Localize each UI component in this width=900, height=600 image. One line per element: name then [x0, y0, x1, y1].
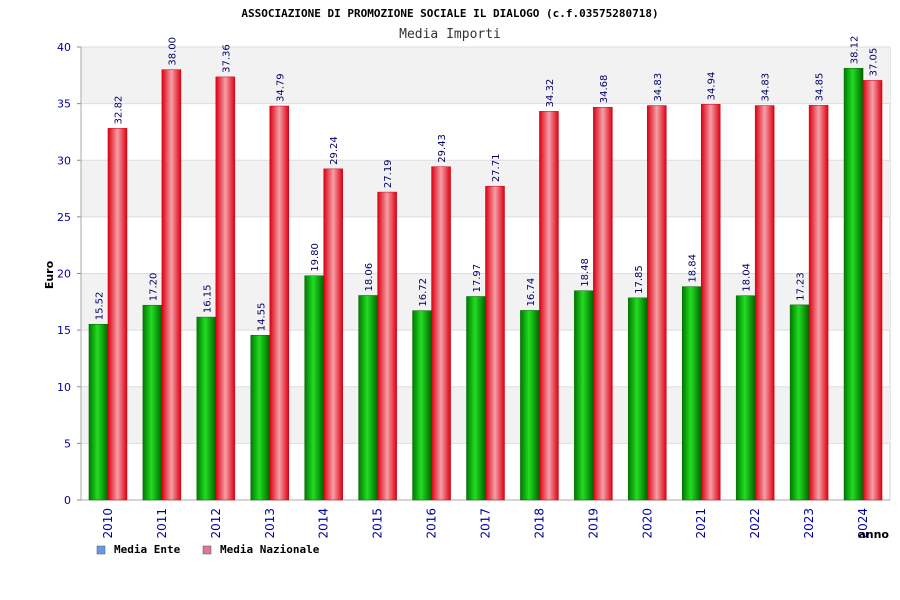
x-tick-label-2019: 2019 — [586, 508, 600, 539]
x-tick-label-2024: 2024 — [856, 508, 870, 539]
y-tick-label: 0 — [64, 494, 71, 507]
y-tick-label: 40 — [57, 41, 71, 54]
data-label-media-nazionale-2023: 34.85 — [815, 73, 826, 102]
data-label-media-ente-2020: 17.85 — [634, 265, 645, 294]
data-label-media-nazionale-2016: 29.43 — [437, 134, 448, 163]
data-label-media-nazionale-2021: 34.94 — [707, 72, 718, 101]
data-label-media-ente-2024: 38.12 — [850, 36, 861, 65]
x-tick-label-2010: 2010 — [101, 508, 115, 539]
y-tick-label: 5 — [64, 437, 71, 450]
bar-media-ente-2024 — [843, 68, 864, 501]
y-tick-label: 10 — [57, 381, 71, 394]
y-axis-ticks: 0 5 10 15 20 25 30 35 40 — [57, 41, 71, 507]
data-label-media-ente-2018: 16.74 — [526, 278, 537, 307]
bar-media-ente-2011 — [142, 304, 163, 501]
x-tick-label-2017: 2017 — [479, 508, 493, 539]
bar-media-ente-2018 — [520, 310, 540, 501]
bar-media-nazionale-2023 — [808, 105, 829, 501]
x-tick-label-2015: 2015 — [371, 508, 385, 539]
data-label-media-nazionale-2014: 29.24 — [329, 136, 340, 165]
data-label-media-ente-2013: 14.55 — [256, 303, 267, 332]
bar-media-ente-2019 — [574, 290, 594, 501]
x-tick-label-2012: 2012 — [209, 508, 223, 539]
data-label-media-ente-2012: 16.15 — [202, 284, 213, 313]
x-axis-label: anno — [858, 528, 889, 541]
data-label-media-ente-2017: 17.97 — [472, 264, 483, 293]
bar-media-nazionale-2013 — [269, 105, 290, 501]
chart-subtitle: Media Importi — [399, 27, 501, 42]
data-label-media-ente-2019: 18.48 — [580, 258, 591, 287]
x-tick-label-2018: 2018 — [532, 508, 546, 539]
data-label-media-nazionale-2017: 27.71 — [491, 154, 502, 183]
bar-media-ente-2010 — [88, 323, 109, 501]
bar-media-nazionale-2016 — [431, 166, 451, 501]
x-tick-label-2014: 2014 — [317, 508, 331, 539]
data-label-media-nazionale-2019: 34.68 — [599, 75, 610, 104]
data-label-media-nazionale-2013: 34.79 — [275, 73, 286, 102]
legend-label-media-ente: Media Ente — [114, 543, 181, 556]
data-label-media-ente-2022: 18.04 — [742, 263, 753, 292]
bar-media-nazionale-2018 — [539, 111, 559, 501]
data-label-media-nazionale-2010: 32.82 — [113, 96, 124, 125]
data-label-media-nazionale-2024: 37.05 — [869, 48, 880, 77]
bar-media-nazionale-2022 — [754, 105, 775, 501]
bars — [88, 68, 883, 501]
bar-media-ente-2013 — [250, 334, 271, 501]
legend-swatch-media-nazionale — [202, 545, 212, 555]
x-tick-label-2022: 2022 — [748, 508, 762, 539]
bar-media-ente-2012 — [196, 316, 217, 501]
data-label-media-ente-2021: 18.84 — [688, 254, 699, 283]
data-label-media-nazionale-2020: 34.83 — [653, 73, 664, 102]
bar-media-ente-2023 — [789, 304, 810, 501]
bar-media-nazionale-2020 — [647, 105, 667, 501]
legend-swatch-media-ente — [96, 545, 106, 555]
bar-media-nazionale-2012 — [215, 76, 236, 501]
data-label-media-nazionale-2011: 38.00 — [167, 37, 178, 66]
x-tick-label-2013: 2013 — [263, 508, 277, 539]
chart-title: ASSOCIAZIONE DI PROMOZIONE SOCIALE IL DI… — [241, 7, 658, 20]
legend-label-media-nazionale: Media Nazionale — [220, 543, 320, 556]
bar-media-ente-2015 — [358, 295, 378, 501]
y-axis-label: Euro — [43, 260, 56, 289]
bar-media-nazionale-2024 — [862, 80, 883, 501]
data-labels: 15.52 32.82 17.20 38.00 16.15 37.36 14.55 34.79… — [94, 36, 879, 332]
bar-media-nazionale-2011 — [161, 69, 182, 501]
bar-media-ente-2022 — [735, 295, 756, 501]
bar-media-nazionale-2014 — [323, 168, 343, 501]
data-label-media-ente-2015: 18.06 — [364, 263, 375, 292]
data-label-media-ente-2011: 17.20 — [148, 273, 159, 302]
data-label-media-nazionale-2012: 37.36 — [221, 44, 232, 73]
bar-media-ente-2014 — [304, 275, 324, 501]
y-tick-label: 20 — [57, 268, 71, 281]
data-label-media-ente-2014: 19.80 — [310, 243, 321, 272]
legend: Media Ente Media Nazionale — [96, 543, 320, 556]
data-label-media-nazionale-2022: 34.83 — [761, 73, 772, 102]
bar-media-ente-2016 — [412, 310, 432, 501]
bar-media-nazionale-2017 — [485, 185, 505, 501]
bar-media-ente-2020 — [628, 297, 648, 501]
data-label-media-nazionale-2015: 27.19 — [383, 159, 394, 188]
y-tick-label: 25 — [57, 211, 71, 224]
data-label-media-ente-2010: 15.52 — [94, 292, 105, 321]
bar-media-nazionale-2010 — [107, 128, 128, 501]
bar-media-nazionale-2021 — [700, 104, 721, 501]
bar-media-ente-2017 — [466, 296, 486, 501]
bar-media-ente-2021 — [681, 286, 702, 501]
x-tick-label-2023: 2023 — [802, 508, 816, 539]
y-tick-label: 35 — [57, 98, 71, 111]
x-tick-label-2020: 2020 — [640, 508, 654, 539]
x-tick-label-2011: 2011 — [155, 508, 169, 539]
data-label-media-ente-2016: 16.72 — [418, 278, 429, 307]
bar-media-nazionale-2019 — [593, 106, 613, 501]
data-label-media-ente-2023: 17.23 — [796, 272, 807, 301]
x-tick-label-2016: 2016 — [425, 508, 439, 539]
y-tick-label: 15 — [57, 324, 71, 337]
bar-media-nazionale-2015 — [377, 191, 397, 501]
x-tick-label-2021: 2021 — [694, 508, 708, 539]
x-axis-ticks: 2010 2011 2012 2013 2014 2015 2016 2017 2018 2019… — [101, 508, 870, 539]
y-tick-label: 30 — [57, 154, 71, 167]
data-label-media-nazionale-2018: 34.32 — [545, 79, 556, 108]
